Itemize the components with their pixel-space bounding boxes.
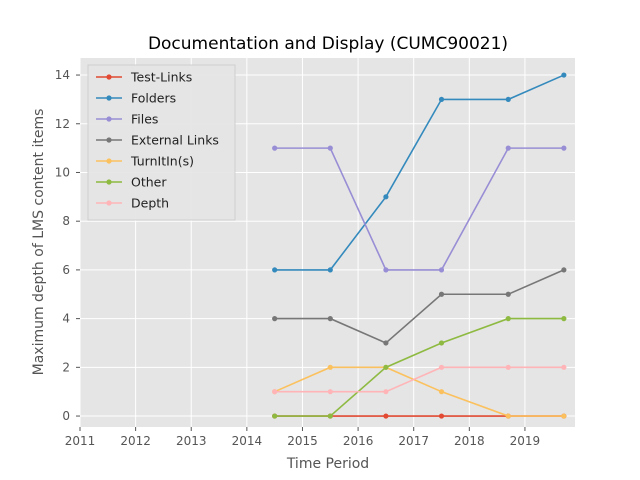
x-tick-label: 2016 — [343, 434, 374, 448]
data-point — [383, 267, 389, 273]
chart-title: Documentation and Display (CUMC90021) — [148, 34, 508, 54]
legend-marker — [106, 158, 112, 164]
legend-marker — [106, 200, 112, 206]
data-point — [505, 145, 511, 151]
data-point — [327, 413, 333, 419]
data-point — [438, 291, 445, 297]
x-tick-label: 2013 — [176, 434, 207, 448]
data-point — [272, 389, 278, 395]
data-point — [383, 364, 389, 370]
data-point — [505, 316, 511, 322]
data-point — [505, 413, 511, 419]
legend-item: Other — [96, 175, 167, 190]
x-tick-label: 2015 — [287, 434, 318, 448]
data-point — [383, 389, 389, 395]
data-point — [505, 96, 511, 103]
data-point — [561, 145, 567, 151]
data-point — [438, 96, 445, 103]
y-tick-label: 2 — [62, 360, 70, 374]
series-external-links — [272, 267, 567, 346]
legend-label: Other — [131, 175, 167, 190]
data-point — [383, 194, 389, 200]
y-axis-ticks: 0 2 4 6 8 10 12 14 — [55, 68, 80, 423]
data-point — [327, 267, 333, 273]
legend-marker — [106, 74, 112, 80]
data-point — [438, 364, 445, 370]
series-line — [274, 317, 564, 417]
x-tick-label: 2014 — [232, 434, 263, 448]
legend-marker — [106, 95, 112, 101]
y-tick-label: 12 — [55, 117, 70, 131]
data-point — [561, 267, 567, 273]
x-axis-ticks: 2011 2012 2013 2014 2015 2016 2017 2018 2019 — [65, 427, 540, 448]
x-tick-label: 2012 — [120, 434, 151, 448]
series-line — [274, 269, 565, 344]
series-line — [274, 74, 565, 271]
data-point — [383, 340, 389, 346]
legend-item: TurnItIn(s) — [96, 154, 194, 169]
data-point — [327, 364, 333, 370]
x-tick-label: 2019 — [510, 434, 541, 448]
legend-label: TurnItIn(s) — [130, 154, 194, 169]
legend-item: Folders — [96, 91, 176, 106]
y-axis-label: Maximum depth of LMS content items — [31, 109, 47, 376]
series-other — [272, 316, 567, 419]
legend-label: External Links — [131, 133, 219, 148]
data-point — [438, 267, 445, 273]
y-tick-label: 6 — [62, 263, 70, 277]
y-tick-label: 14 — [55, 68, 70, 82]
data-point — [327, 316, 333, 322]
legend-marker — [106, 137, 112, 143]
data-point — [561, 413, 567, 419]
series-depth — [272, 364, 567, 395]
data-point — [327, 389, 333, 395]
series-layer — [272, 72, 567, 419]
legend-marker — [106, 116, 112, 122]
data-point — [505, 364, 511, 370]
data-point — [505, 291, 511, 297]
legend-item: External Links — [96, 133, 219, 148]
data-point — [272, 413, 278, 419]
y-tick-label: 8 — [62, 214, 70, 228]
data-point — [561, 316, 567, 322]
data-point — [438, 340, 445, 346]
data-point — [438, 413, 445, 419]
series-files — [272, 145, 567, 273]
data-point — [438, 389, 445, 395]
legend-item: Depth — [96, 196, 169, 211]
series-folders — [272, 72, 567, 273]
legend-box — [87, 64, 236, 221]
legend: Test-Links Folders Files External Links Turn… — [87, 64, 236, 221]
data-point — [272, 316, 278, 322]
data-point — [272, 267, 278, 273]
legend-item: Files — [96, 112, 158, 127]
legend-label: Test-Links — [130, 70, 192, 85]
x-tick-label: 2011 — [65, 434, 96, 448]
legend-label: Folders — [131, 91, 176, 106]
series-line — [274, 147, 564, 271]
data-point — [561, 72, 567, 78]
data-point — [327, 145, 333, 151]
x-tick-label: 2017 — [398, 434, 429, 448]
legend-label: Files — [131, 112, 158, 127]
x-tick-label: 2018 — [454, 434, 485, 448]
data-point — [272, 145, 278, 151]
y-tick-label: 4 — [62, 312, 70, 326]
legend-marker — [106, 179, 112, 185]
y-tick-label: 10 — [55, 165, 70, 179]
series-line — [274, 366, 564, 393]
legend-item: Test-Links — [96, 70, 192, 85]
x-axis-label: Time Period — [286, 456, 369, 472]
y-tick-label: 0 — [62, 409, 70, 423]
legend-label: Depth — [131, 196, 169, 211]
data-point — [383, 413, 389, 419]
data-point — [561, 364, 567, 370]
